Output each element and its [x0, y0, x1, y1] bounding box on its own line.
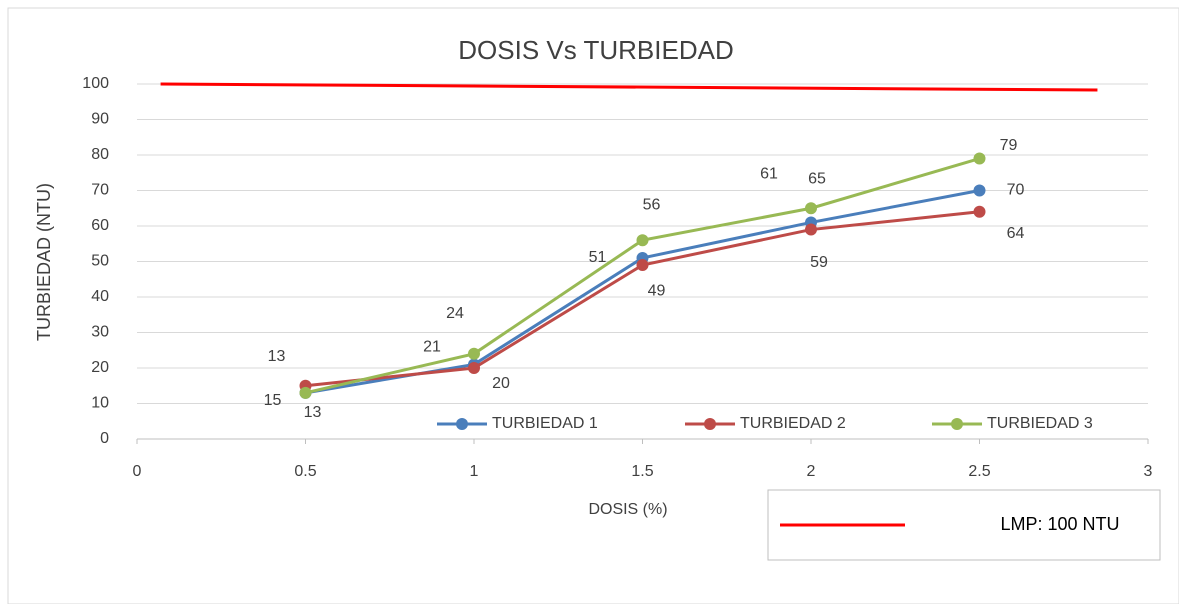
y-tick-label: 100 — [82, 75, 109, 92]
x-axis-label: DOSIS (%) — [588, 501, 667, 518]
x-tick-label: 3 — [1144, 463, 1153, 480]
x-tick-label: 1.5 — [631, 463, 653, 480]
x-tick-label: 0.5 — [294, 463, 316, 480]
y-tick-label: 30 — [91, 324, 109, 341]
data-label: 56 — [643, 196, 661, 213]
y-tick-label: 0 — [100, 430, 109, 447]
data-point — [468, 362, 480, 374]
data-point — [468, 347, 480, 360]
data-label: 51 — [589, 249, 607, 266]
reference-legend-label: LMP: 100 NTU — [1000, 514, 1119, 534]
data-label: 61 — [760, 166, 778, 183]
data-label: 13 — [304, 404, 322, 421]
data-label: 21 — [423, 339, 441, 356]
data-point — [636, 234, 649, 247]
legend-marker — [951, 418, 963, 430]
y-tick-label: 50 — [91, 253, 109, 270]
x-tick-label: 1 — [470, 463, 479, 480]
data-label: 79 — [1000, 137, 1018, 154]
y-tick-label: 70 — [91, 182, 109, 199]
y-tick-label: 80 — [91, 146, 109, 163]
data-point — [636, 259, 649, 272]
legend-label: TURBIEDAD 1 — [492, 415, 598, 432]
legend-label: TURBIEDAD 2 — [740, 415, 846, 432]
data-label: 59 — [810, 254, 828, 271]
x-tick-label: 2 — [807, 463, 816, 480]
reference-line — [160, 82, 1098, 92]
data-label: 65 — [808, 170, 826, 187]
y-tick-label: 60 — [91, 217, 109, 234]
legend-marker — [456, 418, 468, 430]
data-point — [805, 223, 817, 236]
data-point — [973, 184, 986, 197]
data-label: 70 — [1007, 182, 1025, 199]
data-point — [299, 386, 312, 399]
y-tick-label: 40 — [91, 288, 109, 305]
x-tick-label: 2.5 — [968, 463, 990, 480]
data-point — [973, 152, 986, 165]
data-point — [973, 205, 986, 218]
data-label: 15 — [264, 392, 282, 409]
data-label: 64 — [1007, 225, 1025, 242]
data-label: 20 — [492, 375, 510, 392]
y-tick-label: 10 — [91, 395, 109, 412]
y-axis-label: TURBIEDAD (NTU) — [34, 183, 54, 341]
legend-label: TURBIEDAD 3 — [987, 415, 1093, 432]
legend-marker — [704, 418, 716, 430]
y-tick-label: 20 — [91, 359, 109, 376]
data-label: 13 — [268, 348, 286, 365]
data-point — [805, 202, 817, 215]
x-tick-label: 0 — [133, 463, 142, 480]
data-label: 24 — [446, 305, 464, 322]
chart-title: DOSIS Vs TURBIEDAD — [458, 35, 733, 65]
data-label: 49 — [648, 282, 666, 299]
y-tick-label: 90 — [91, 111, 109, 128]
